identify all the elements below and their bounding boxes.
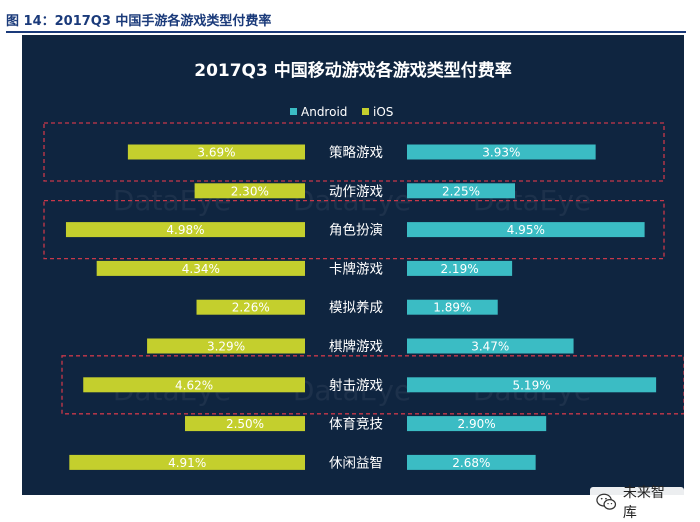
android-value-label: 2.68% [452, 456, 490, 470]
android-value-label: 5.19% [512, 378, 550, 392]
android-bar [407, 454, 536, 470]
category-label: 体育竞技 [329, 416, 383, 433]
legend-swatch [362, 108, 369, 115]
wechat-icon [596, 493, 617, 510]
android-value-label: 3.93% [482, 146, 520, 160]
category-label: 卡牌游戏 [329, 260, 383, 277]
ios-bar [65, 222, 306, 238]
ios-bar [196, 299, 305, 315]
android-bar [407, 183, 515, 199]
ios-bar [96, 260, 306, 276]
category-label: 射击游戏 [329, 378, 383, 394]
android-value-label: 1.89% [433, 301, 471, 315]
ios-value-label: 3.29% [207, 340, 245, 354]
ios-bar [194, 183, 305, 199]
category-label: 休闲益智 [329, 455, 383, 471]
chart-title: 2017Q3 中国移动游戏各游戏类型付费率 [194, 60, 512, 81]
ios-value-label: 2.50% [226, 417, 264, 431]
chart-panel: DataEyeDataEyeDataEyeDataEyeDataEyeDataE… [22, 35, 684, 521]
ios-value-label: 4.98% [166, 223, 204, 237]
android-bar [407, 416, 547, 432]
ios-bar [69, 454, 305, 470]
ios-bar [83, 377, 305, 393]
brand-name: 未来智库 [622, 485, 665, 521]
category-label: 角色扮演 [329, 222, 383, 239]
watermark-layer: DataEyeDataEyeDataEyeDataEyeDataEyeDataE… [113, 184, 591, 407]
android-bar [407, 377, 657, 393]
ios-bar [147, 338, 305, 354]
legend-label: Android [301, 105, 347, 119]
highlight-frame [43, 199, 665, 260]
ios-value-label: 2.30% [231, 184, 269, 198]
category-label: 模拟养成 [329, 300, 383, 316]
ios-value-label: 2.26% [232, 301, 270, 315]
brand-badge: 未来智库 [590, 485, 684, 521]
ios-bar [185, 416, 305, 432]
legend-label: iOS [373, 105, 393, 119]
android-value-label: 2.90% [458, 417, 496, 431]
ios-value-label: 3.69% [197, 146, 235, 160]
android-bar [407, 299, 498, 315]
highlight-frame [61, 355, 684, 415]
ios-value-label: 4.91% [168, 456, 206, 470]
android-bar [407, 144, 596, 160]
ios-bar [127, 144, 305, 160]
category-label: 棋牌游戏 [329, 338, 383, 355]
legend-swatch [290, 108, 297, 115]
ios-value-label: 4.34% [182, 262, 220, 276]
bars-layer: 3.69% 3.93% 策略游戏 2.30% 2.25% 动作游戏 4.98% 4.95% 角色… [65, 144, 657, 471]
android-value-label: 2.25% [442, 184, 480, 198]
figure-caption: 图 14：2017Q3 中国手游各游戏类型付费率 [6, 14, 272, 29]
android-value-label: 3.47% [471, 340, 509, 354]
highlight-frames [43, 122, 684, 415]
android-bar [407, 338, 574, 354]
android-value-label: 4.95% [507, 223, 545, 237]
ios-value-label: 4.62% [175, 378, 213, 392]
watermark-text: DataEye [293, 374, 411, 407]
category-label: 动作游戏 [329, 184, 383, 200]
highlight-frame [43, 122, 665, 182]
bar-chart: DataEyeDataEyeDataEyeDataEyeDataEyeDataE… [43, 60, 684, 471]
android-bar [407, 222, 645, 238]
caption-divider [6, 31, 686, 33]
android-bar [407, 260, 513, 276]
category-label: 策略游戏 [329, 144, 383, 161]
android-value-label: 2.19% [440, 262, 478, 276]
chart-legend: Android iOS [290, 105, 393, 119]
